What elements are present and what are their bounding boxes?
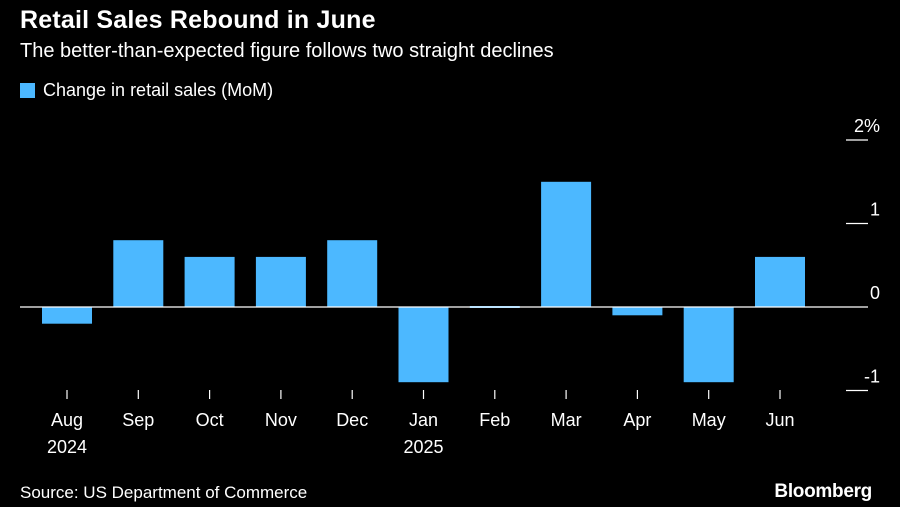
bar-may	[683, 307, 734, 383]
x-tick-label: Jun	[765, 410, 794, 430]
x-tick-label: Dec	[336, 410, 368, 430]
x-tick-label: Jan	[409, 410, 438, 430]
bar-dec	[327, 240, 378, 307]
x-tick-label: Sep	[122, 410, 154, 430]
bar-mar	[541, 181, 592, 308]
x-tick-label: Aug	[51, 410, 83, 430]
x-tick-label: Mar	[551, 410, 582, 430]
x-tick-label: Oct	[196, 410, 224, 430]
legend-label: Change in retail sales (MoM)	[43, 80, 274, 100]
bar-jan	[398, 307, 449, 383]
x-tick-label: Feb	[479, 410, 510, 430]
y-tick-label: 2%	[854, 116, 880, 136]
chart-subtitle: The better-than-expected figure follows …	[20, 40, 554, 62]
legend-swatch	[20, 83, 35, 98]
y-tick-label: -1	[864, 367, 880, 387]
bar-jun	[755, 256, 805, 307]
x-tick-year-label: 2024	[47, 437, 87, 457]
y-tick-label: 1	[870, 200, 880, 220]
bar-apr	[612, 307, 663, 316]
x-tick-label: May	[692, 410, 726, 430]
bar-aug	[42, 307, 92, 324]
source-note: Source: US Department of Commerce	[20, 483, 308, 502]
bar-oct	[184, 256, 235, 307]
chart-title: Retail Sales Rebound in June	[20, 6, 376, 34]
bloomberg-logo: Bloomberg	[774, 481, 872, 502]
x-tick-label: Apr	[623, 410, 651, 430]
x-tick-year-label: 2025	[403, 437, 443, 457]
y-tick-label: 0	[870, 283, 880, 303]
x-tick-label: Nov	[265, 410, 297, 430]
bar-sep	[113, 240, 164, 307]
legend: Change in retail sales (MoM)	[20, 80, 273, 101]
bar-nov	[255, 256, 306, 307]
